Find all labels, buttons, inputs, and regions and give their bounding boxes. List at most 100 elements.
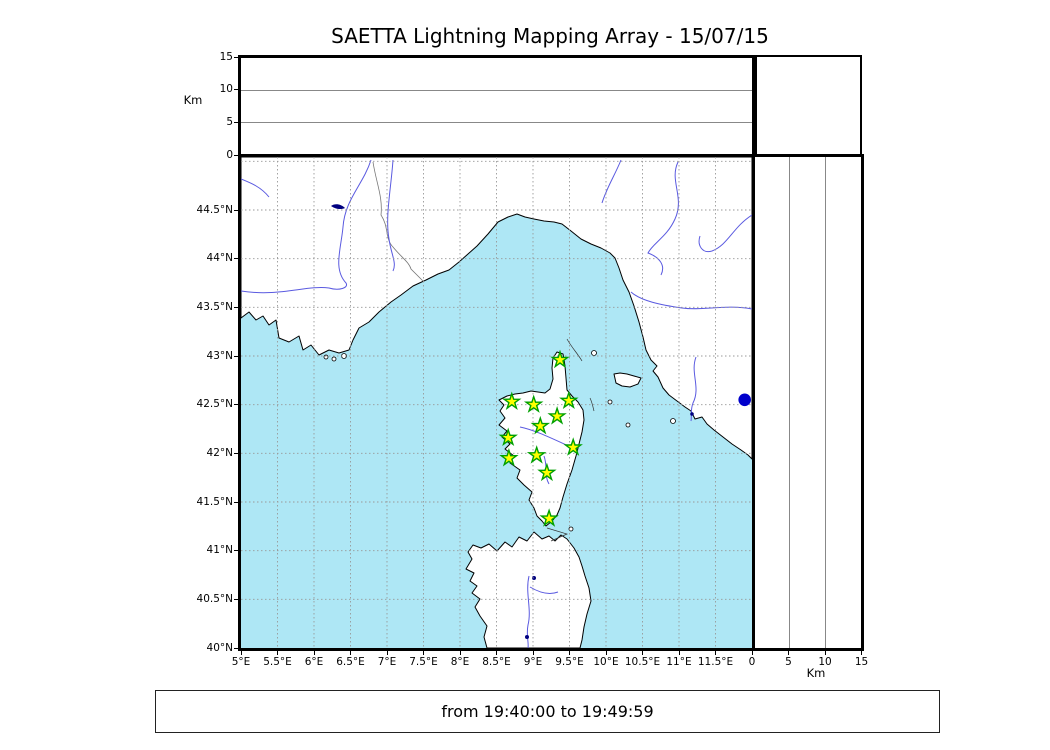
lon-tick <box>350 651 351 655</box>
river <box>241 159 372 294</box>
alt-top-tick <box>234 121 238 123</box>
river <box>241 178 270 198</box>
alt-right-tick <box>788 651 789 655</box>
altitude-gridline-5km <box>788 157 790 648</box>
map-line <box>589 397 595 412</box>
alt-right-tick-label: 10 <box>818 656 832 668</box>
lon-tick-label: 10°E <box>593 656 619 668</box>
altitude-gridline-5km <box>241 122 752 124</box>
corner-panel <box>755 55 862 158</box>
lat-tick <box>234 452 238 454</box>
lon-tick <box>496 651 497 655</box>
islet <box>568 526 574 532</box>
alt-right-tick <box>751 651 753 655</box>
landmass <box>613 372 642 388</box>
alt-right-tick <box>861 651 862 655</box>
lon-tick-label: 5.5°E <box>263 656 292 668</box>
lat-tick-label: 40.5°N <box>196 592 233 605</box>
lat-tick <box>234 258 238 260</box>
station-marker <box>547 406 567 425</box>
lon-tick-label: 6.5°E <box>336 656 365 668</box>
alt-top-tick-label: 15 <box>219 50 233 63</box>
lon-tick-label: 5°E <box>231 656 251 668</box>
lon-tick <box>313 651 315 655</box>
lon-tick <box>423 651 424 655</box>
river <box>630 291 752 310</box>
islet <box>591 350 597 356</box>
altitude-axis-label-top: Km <box>183 93 203 107</box>
lat-tick-label: 41.5°N <box>196 495 233 508</box>
lat-tick-label: 41°N <box>206 544 233 557</box>
lat-tick-label: 42°N <box>206 446 233 459</box>
lon-tick <box>277 651 278 655</box>
figure-title: SAETTA Lightning Mapping Array - 15/07/1… <box>331 24 769 48</box>
lon-tick-label: 7.5°E <box>409 656 438 668</box>
station-marker <box>563 437 583 456</box>
lon-tick <box>715 651 716 655</box>
lon-tick <box>678 651 680 655</box>
station-marker <box>498 427 518 446</box>
reservoir <box>525 635 529 639</box>
river <box>387 159 395 272</box>
lon-tick <box>459 651 461 655</box>
map-line <box>546 527 569 542</box>
alt-right-tick-label: 15 <box>854 656 869 668</box>
lat-tick <box>234 355 238 357</box>
time-range-text: from 19:40:00 to 19:49:59 <box>441 702 654 721</box>
alt-right-tick-label: 0 <box>748 656 756 668</box>
lat-tick <box>234 404 238 406</box>
altitude-axis-label-right: Km <box>806 666 826 680</box>
lat-tick-label: 43.5°N <box>196 300 233 313</box>
lat-tick <box>234 501 238 503</box>
alt-top-tick-label: 5 <box>226 115 233 128</box>
landmass <box>498 351 585 527</box>
lon-tick-label: 9°E <box>523 656 543 668</box>
alt-top-tick-label: 0 <box>226 148 233 161</box>
lon-tick-label: 9.5°E <box>555 656 584 668</box>
lake <box>331 204 345 210</box>
lon-tick <box>532 651 534 655</box>
altitude-vs-longitude-panel <box>238 55 755 158</box>
station-marker <box>530 415 551 435</box>
lightning-source-dot <box>738 393 751 407</box>
lon-tick-label: 6°E <box>304 656 324 668</box>
altitude-gridline-10km <box>241 89 752 91</box>
alt-top-tick <box>234 89 238 91</box>
lon-tick-label: 11°E <box>666 656 692 668</box>
lon-tick-label: 8°E <box>450 656 470 668</box>
river <box>690 356 697 422</box>
map <box>241 157 752 648</box>
lat-tick-label: 42.5°N <box>196 398 233 411</box>
alt-top-tick <box>234 56 238 58</box>
station-marker <box>539 508 559 527</box>
station-marker <box>526 445 547 464</box>
alt-top-tick <box>234 154 238 156</box>
lat-tick-label: 44.5°N <box>196 203 233 216</box>
alt-right-tick-label: 5 <box>785 656 792 668</box>
lat-tick-label: 43°N <box>206 349 233 362</box>
station-marker <box>550 349 570 369</box>
lat-tick-label: 44°N <box>206 252 233 265</box>
lon-tick-label: 10.5°E <box>624 656 661 668</box>
islet <box>331 356 337 362</box>
station-marker <box>523 394 544 413</box>
map-panel <box>238 154 755 651</box>
altitude-vs-latitude-panel <box>752 154 864 651</box>
river <box>526 575 530 648</box>
river <box>698 214 752 253</box>
reservoir <box>690 412 694 416</box>
lon-tick-label: 7°E <box>377 656 397 668</box>
lat-tick <box>234 598 238 600</box>
lat-tick-label: 40°N <box>206 641 233 654</box>
islet <box>625 422 631 428</box>
alt-top-tick-label: 10 <box>219 83 233 96</box>
lon-tick-label: 8.5°E <box>482 656 511 668</box>
map-line <box>566 338 583 362</box>
lat-tick <box>234 550 238 552</box>
islet <box>670 418 676 424</box>
lon-tick <box>240 651 242 655</box>
station-marker <box>537 462 557 482</box>
lon-tick <box>386 651 388 655</box>
lat-tick <box>234 647 238 649</box>
